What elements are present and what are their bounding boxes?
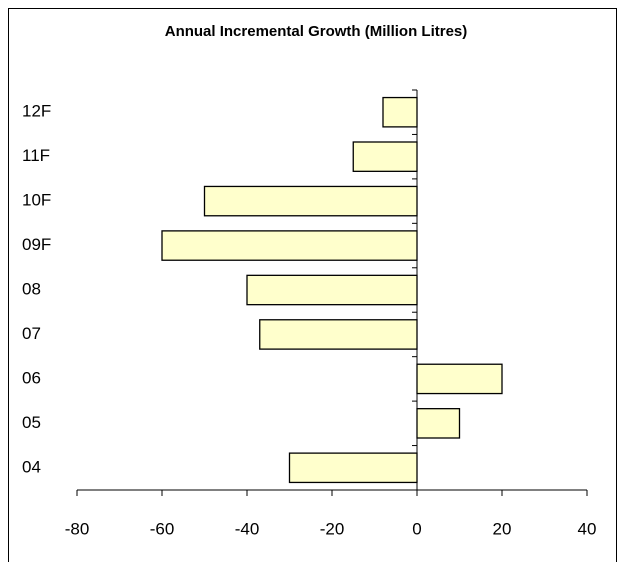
bar xyxy=(352,141,418,172)
y-tick-label: 12F xyxy=(22,102,51,121)
x-tick-label: 0 xyxy=(412,519,421,538)
x-tick-label: 20 xyxy=(493,519,512,538)
bar xyxy=(161,230,418,261)
x-tick-label: -40 xyxy=(235,519,260,538)
y-tick-label: 10F xyxy=(22,191,51,210)
bar xyxy=(382,96,418,128)
x-tick-label: -20 xyxy=(320,519,345,538)
y-tick-label: 06 xyxy=(22,368,41,387)
x-tick-label: 40 xyxy=(578,519,597,538)
chart-frame xyxy=(8,8,617,562)
bar xyxy=(203,185,418,217)
bar xyxy=(288,452,418,484)
y-tick-label: 05 xyxy=(22,413,41,432)
y-tick-label: 04 xyxy=(22,457,41,476)
bar xyxy=(416,363,503,395)
bar xyxy=(259,319,418,350)
chart-title: Annual Incremental Growth (Million Litre… xyxy=(165,23,468,40)
y-tick-label: 08 xyxy=(22,279,41,298)
y-tick-label: 07 xyxy=(22,324,41,343)
x-tick-label: -80 xyxy=(65,519,90,538)
y-tick-label: 09F xyxy=(22,235,51,254)
bar xyxy=(246,274,418,306)
bar xyxy=(416,408,461,439)
y-tick-label: 11F xyxy=(22,146,50,165)
x-tick-label: -60 xyxy=(150,519,175,538)
